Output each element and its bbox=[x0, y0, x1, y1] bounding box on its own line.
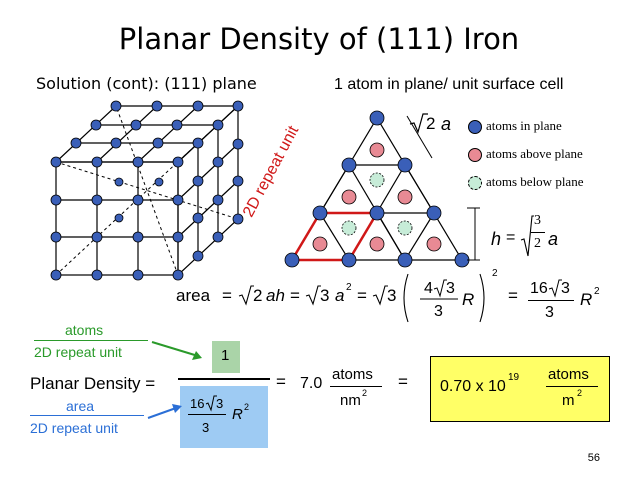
eq-1: = bbox=[276, 372, 286, 391]
atoms-fraction-bar bbox=[34, 340, 148, 341]
h-a: a bbox=[548, 229, 559, 249]
page-number: 56 bbox=[587, 452, 600, 464]
result-unit-exp: 2 bbox=[577, 388, 583, 398]
h-denominator: 2 bbox=[534, 236, 541, 251]
repeat-unit-label-2: 2D repeat unit bbox=[30, 420, 118, 436]
pd-unit-num: atoms bbox=[332, 366, 373, 383]
area-eq-2: = bbox=[290, 286, 300, 305]
area-parentheses bbox=[403, 273, 485, 323]
frac2-bar bbox=[528, 300, 574, 301]
plane-caption: 1 atom in plane/ unit surface cell bbox=[334, 76, 564, 93]
sqrt2-value: 2 bbox=[426, 114, 436, 133]
pd-unit-den: nm bbox=[340, 392, 361, 409]
area-eq-3: = bbox=[357, 286, 367, 305]
area-sqrt2-symbol bbox=[238, 285, 254, 306]
area-label: area bbox=[66, 398, 95, 414]
result-box bbox=[430, 356, 610, 422]
frac-sqrt-symbol bbox=[433, 279, 447, 298]
area-ah: ah bbox=[266, 286, 285, 305]
legend-in-plane: atoms in plane bbox=[486, 118, 562, 133]
result-unit-den: m bbox=[562, 392, 575, 409]
result-value: 0.70 x 10 bbox=[440, 378, 506, 395]
area-sqrt3-symbol bbox=[305, 285, 321, 306]
a-label: a bbox=[441, 114, 452, 134]
h-equals: = bbox=[506, 229, 516, 246]
triangle-plane-diagram bbox=[284, 110, 480, 268]
den-sqrt: 3 bbox=[216, 396, 224, 411]
den-den: 3 bbox=[202, 420, 210, 435]
den-num: 16 bbox=[190, 396, 205, 411]
frac2-num: 16 bbox=[530, 280, 548, 297]
frac2-R: R bbox=[580, 290, 593, 309]
area-word: area bbox=[176, 286, 211, 305]
paren-exp: 2 bbox=[492, 268, 498, 279]
area-eq-1: = bbox=[222, 286, 232, 305]
above-plane-legend-icon bbox=[468, 148, 482, 162]
h-numerator: 3 bbox=[534, 213, 541, 228]
frac2-R-exp: 2 bbox=[594, 286, 600, 297]
h-sqrt-symbol bbox=[520, 215, 534, 257]
result-unit-bar bbox=[546, 386, 598, 387]
numerator-highlight bbox=[212, 341, 240, 373]
area-eq-4: = bbox=[508, 286, 518, 305]
page-title: Planar Density of (111) Iron bbox=[118, 22, 520, 56]
den-R-exp: 2 bbox=[244, 402, 250, 412]
area-sqrt2: 2 bbox=[253, 286, 263, 305]
pd-value: 7.0 bbox=[300, 375, 323, 392]
pd-unit-exp: 2 bbox=[362, 388, 368, 398]
h-fraction-bar bbox=[531, 232, 545, 233]
result-exp: 19 bbox=[508, 372, 520, 383]
main-fraction-bar bbox=[178, 378, 270, 380]
area-a: a bbox=[335, 286, 345, 305]
frac2-den: 3 bbox=[545, 304, 554, 321]
den-sqrt-symbol bbox=[205, 395, 217, 412]
area-sqrt3: 3 bbox=[320, 286, 330, 305]
frac2-num-sqrt: 3 bbox=[561, 280, 570, 297]
frac-den: 3 bbox=[434, 303, 443, 320]
repeat-unit-label-1: 2D repeat unit bbox=[34, 344, 122, 360]
planar-density-label: Planar Density = bbox=[30, 374, 156, 393]
den-fraction-bar bbox=[188, 414, 226, 415]
sqrt-symbol bbox=[409, 113, 428, 134]
frac2-sqrt-symbol bbox=[548, 279, 562, 298]
result-unit-num: atoms bbox=[548, 366, 589, 383]
numerator-value: 1 bbox=[221, 347, 230, 364]
frac-R: R bbox=[462, 290, 475, 309]
below-plane-legend-icon bbox=[468, 176, 482, 190]
pd-unit-bar bbox=[330, 386, 382, 387]
frac-num-sqrt: 3 bbox=[446, 280, 455, 297]
in-plane-legend-icon bbox=[468, 120, 482, 134]
area-a-exp: 2 bbox=[346, 282, 352, 293]
den-R: R bbox=[232, 406, 243, 423]
denominator-highlight bbox=[180, 386, 268, 448]
area-sqrt3b-symbol bbox=[372, 285, 388, 306]
frac-num: 4 bbox=[424, 280, 433, 297]
legend-above-plane: atoms above plane bbox=[486, 146, 583, 161]
area-fraction-bar bbox=[30, 415, 144, 416]
eq-2: = bbox=[398, 372, 408, 391]
h-label: h bbox=[491, 229, 502, 249]
blue-arrow-icon bbox=[147, 404, 182, 419]
legend-below-plane: atoms below plane bbox=[486, 174, 584, 189]
green-arrow-icon bbox=[151, 341, 202, 360]
cube-lattice-diagram bbox=[50, 100, 244, 281]
subtitle: Solution (cont): (111) plane bbox=[36, 74, 257, 93]
area-sqrt3b: 3 bbox=[387, 286, 397, 305]
atoms-label: atoms bbox=[65, 322, 104, 338]
